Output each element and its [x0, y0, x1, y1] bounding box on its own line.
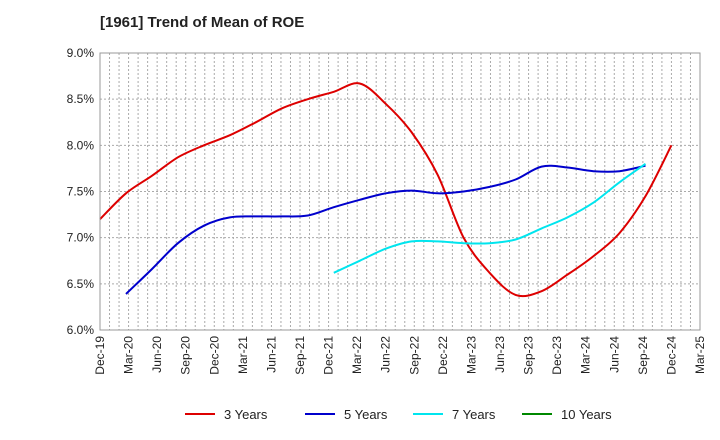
- x-tick-label: Dec-23: [550, 336, 564, 375]
- x-tick-label: Dec-20: [207, 336, 221, 375]
- x-tick-label: Dec-22: [436, 336, 450, 375]
- x-tick-label: Dec-24: [664, 336, 678, 375]
- y-tick-label: 6.5%: [67, 277, 95, 291]
- y-tick-label: 7.0%: [67, 231, 95, 245]
- x-tick-label: Sep-23: [522, 336, 536, 375]
- x-tick-label: Jun-24: [607, 336, 621, 373]
- legend-label-7-years: 7 Years: [452, 407, 496, 422]
- x-tick-label: Jun-21: [264, 336, 278, 373]
- series-line-5-years: [125, 164, 646, 295]
- legend: 3 Years 5 Years 7 Years 10 Years: [185, 407, 612, 422]
- legend-label-10-years: 10 Years: [561, 407, 612, 422]
- legend-label-5-years: 5 Years: [344, 407, 388, 422]
- y-tick-label: 9.0%: [67, 46, 95, 60]
- x-tick-label: Sep-21: [293, 336, 307, 375]
- x-tick-label: Sep-20: [179, 336, 193, 375]
- x-tick-label: Mar-20: [122, 336, 136, 374]
- x-tick-label: Dec-21: [322, 336, 336, 375]
- y-tick-label: 8.5%: [67, 92, 95, 106]
- x-tick-label: Mar-24: [579, 336, 593, 374]
- x-tick-label: Mar-22: [350, 336, 364, 374]
- series-line-7-years: [333, 162, 647, 274]
- x-axis: Dec-19 Mar-20 Jun-20 Sep-20 Dec-20 Mar-21 Jun-…: [93, 336, 707, 375]
- plot-border: [99, 52, 701, 331]
- x-tick-label: Jun-20: [150, 336, 164, 373]
- series-layer: [99, 82, 673, 298]
- chart-title: [1961] Trend of Mean of ROE: [100, 14, 305, 31]
- x-tick-label: Mar-25: [693, 336, 707, 374]
- y-tick-label: 6.0%: [67, 323, 95, 337]
- y-axis: 6.0% 6.5% 7.0% 7.5% 8.0% 8.5% 9.0%: [67, 46, 95, 337]
- x-tick-label: Jun-23: [493, 336, 507, 373]
- grid: [100, 53, 700, 330]
- legend-label-3-years: 3 Years: [224, 407, 268, 422]
- x-tick-label: Sep-22: [407, 336, 421, 375]
- x-tick-label: Mar-21: [236, 336, 250, 374]
- y-tick-label: 7.5%: [67, 185, 95, 199]
- x-tick-label: Sep-24: [636, 336, 650, 375]
- y-tick-label: 8.0%: [67, 138, 95, 152]
- series-line-3-years: [99, 82, 673, 298]
- x-tick-label: Jun-22: [379, 336, 393, 373]
- x-tick-label: Dec-19: [93, 336, 107, 375]
- x-tick-label: Mar-23: [464, 336, 478, 374]
